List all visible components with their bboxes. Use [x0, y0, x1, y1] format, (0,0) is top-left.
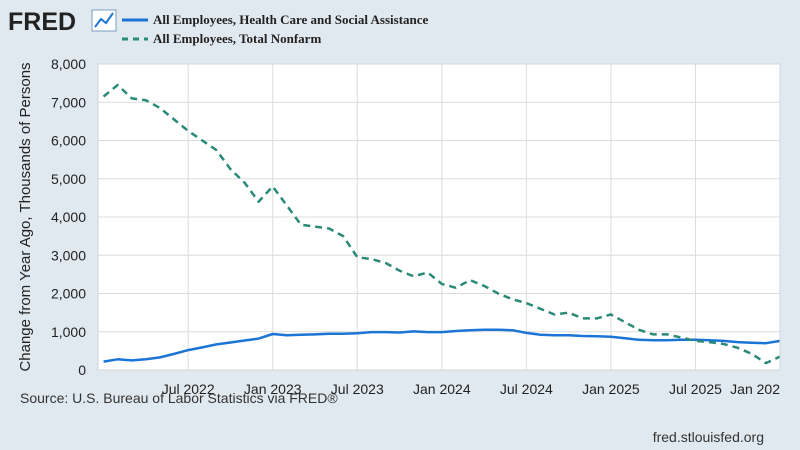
legend-label-nonfarm: All Employees, Total Nonfarm — [153, 31, 321, 46]
x-tick-label: Jan 2025 — [582, 381, 640, 397]
series-line-health-care[interactable] — [103, 328, 781, 363]
y-tick-label: 3,000 — [51, 247, 86, 263]
y-tick-label: 7,000 — [51, 94, 86, 110]
y-tick-label: 5,000 — [51, 171, 86, 187]
series-lines — [102, 83, 781, 365]
y-tick-label: 8,000 — [51, 56, 86, 72]
x-tick-label: Jan 2023 — [244, 381, 302, 397]
line-chart-icon — [91, 9, 117, 32]
x-axis-ticks: Jul 2022 Jan 2023 Jul 2023 Jan 2024 Jul 2024… — [162, 381, 780, 397]
y-tick-label: 4,000 — [51, 209, 86, 225]
legend-item-health[interactable]: All Employees, Health Care and Social As… — [122, 12, 429, 27]
y-axis-ticks: 0 1,000 2,000 3,000 4,000 5,000 6,000 7,000 8,00… — [51, 56, 86, 378]
source-note: Source: U.S. Bureau of Labor Statistics … — [20, 390, 338, 406]
legend-item-nonfarm[interactable]: All Employees, Total Nonfarm — [122, 31, 321, 46]
y-tick-label: 2,000 — [51, 286, 86, 302]
legend: All Employees, Health Care and Social As… — [122, 12, 429, 46]
x-tick-label: Jul 2022 — [162, 381, 215, 397]
x-tick-label: Jul 2025 — [669, 381, 722, 397]
x-tick-label: Jan 202 — [730, 381, 780, 397]
x-tick-label: Jul 2023 — [331, 381, 384, 397]
fred-logo[interactable]: FRED — [8, 8, 117, 36]
y-axis-title: Change from Year Ago, Thousands of Perso… — [17, 62, 34, 371]
fred-logo-text: FRED — [8, 8, 76, 36]
x-tick-label: Jan 2024 — [413, 381, 471, 397]
y-tick-label: 6,000 — [51, 133, 86, 149]
y-tick-label: 1,000 — [51, 324, 86, 340]
legend-label-health: All Employees, Health Care and Social As… — [153, 12, 429, 27]
y-tick-label: 0 — [78, 362, 86, 378]
plot-border — [97, 63, 781, 371]
grid — [98, 63, 780, 370]
x-tick-label: Jul 2024 — [500, 381, 553, 397]
series-line-total-nonfarm[interactable] — [102, 83, 781, 365]
site-url[interactable]: fred.stlouisfed.org — [653, 429, 764, 445]
